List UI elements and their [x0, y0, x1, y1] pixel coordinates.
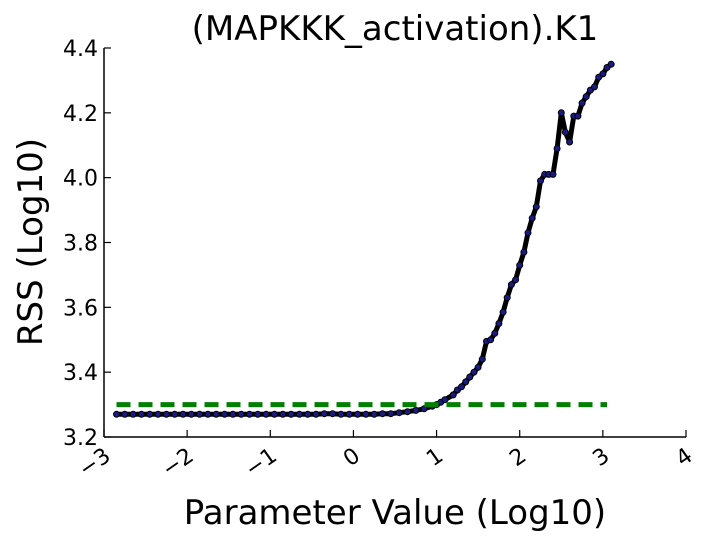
data-point — [304, 410, 312, 418]
data-point — [270, 410, 278, 418]
data-point — [162, 410, 170, 418]
data-point — [137, 410, 145, 418]
data-point — [582, 93, 590, 101]
data-point — [146, 410, 154, 418]
data-point — [320, 410, 328, 418]
plot-area — [113, 60, 615, 418]
data-point — [499, 308, 507, 316]
data-point — [279, 410, 287, 418]
data-point — [462, 378, 470, 386]
data-point — [387, 410, 395, 418]
data-point — [607, 60, 615, 68]
data-point — [566, 138, 574, 146]
x-tick-label: 2 — [505, 443, 531, 472]
data-point — [474, 363, 482, 371]
data-point — [574, 112, 582, 120]
data-point — [221, 410, 229, 418]
y-tick-label: 3.8 — [63, 232, 98, 257]
data-point — [520, 248, 528, 256]
data-point — [578, 99, 586, 107]
data-point — [354, 410, 362, 418]
data-point — [254, 410, 262, 418]
y-tick-label: 4.0 — [63, 167, 98, 192]
data-point — [362, 410, 370, 418]
series-line — [116, 62, 613, 417]
x-tick-label: 4 — [672, 443, 698, 472]
data-point — [491, 329, 499, 337]
data-point — [212, 410, 220, 418]
data-point — [478, 355, 486, 363]
data-point — [470, 368, 478, 376]
x-axis-label: Parameter Value (Log10) — [184, 493, 606, 533]
data-point — [449, 391, 457, 399]
x-tick-label: 1 — [422, 443, 448, 472]
data-point — [503, 294, 511, 302]
data-point — [379, 410, 386, 418]
data-point — [537, 177, 544, 185]
data-point — [404, 408, 411, 416]
data-point — [370, 410, 378, 418]
data-point — [458, 383, 465, 391]
y-axis-label: RSS (Log10) — [11, 138, 51, 346]
data-point — [441, 396, 449, 404]
data-point — [345, 410, 353, 418]
axes: 3.23.43.63.84.04.24.4−3 −2 −1 0 1 2 3 4 — [63, 37, 697, 483]
data-point — [113, 410, 120, 418]
data-point — [487, 336, 495, 344]
x-tick-label: 3 — [588, 443, 614, 472]
data-point — [553, 145, 561, 152]
y-tick-label: 3.2 — [63, 426, 98, 451]
data-point — [262, 410, 270, 418]
data-point — [532, 203, 540, 211]
data-point — [187, 410, 195, 418]
data-point — [287, 410, 295, 418]
chart-title: (MAPKKK_activation).K1 — [192, 9, 599, 49]
data-point — [295, 410, 303, 418]
data-point — [561, 128, 569, 136]
data-point — [337, 410, 345, 418]
data-point — [466, 373, 474, 381]
data-point — [420, 405, 428, 413]
y-tick-label: 4.4 — [63, 37, 98, 62]
y-tick-label: 3.6 — [63, 296, 98, 321]
data-point — [129, 410, 137, 418]
data-point — [204, 410, 212, 418]
data-point — [179, 410, 187, 418]
data-point — [507, 281, 515, 289]
data-point — [512, 276, 520, 284]
x-tick-label: −2 — [158, 443, 199, 482]
data-point — [237, 410, 245, 418]
data-point — [516, 261, 524, 269]
data-point — [312, 410, 320, 418]
data-point — [154, 410, 162, 418]
data-point — [591, 83, 598, 91]
data-point — [524, 229, 532, 237]
data-point — [196, 410, 204, 418]
data-point — [229, 410, 237, 418]
y-tick-label: 3.4 — [63, 361, 98, 386]
data-point — [395, 409, 403, 417]
x-tick-label: −1 — [241, 443, 282, 482]
data-point — [329, 410, 337, 418]
data-point — [549, 170, 557, 178]
data-point — [171, 410, 179, 418]
x-tick-label: 0 — [339, 443, 365, 472]
data-point — [121, 410, 129, 418]
y-tick-label: 4.2 — [63, 102, 98, 127]
data-point — [246, 410, 253, 418]
data-point — [599, 70, 607, 78]
data-point — [495, 320, 503, 327]
data-point — [528, 214, 536, 222]
data-point — [412, 406, 420, 414]
data-point — [557, 109, 565, 117]
